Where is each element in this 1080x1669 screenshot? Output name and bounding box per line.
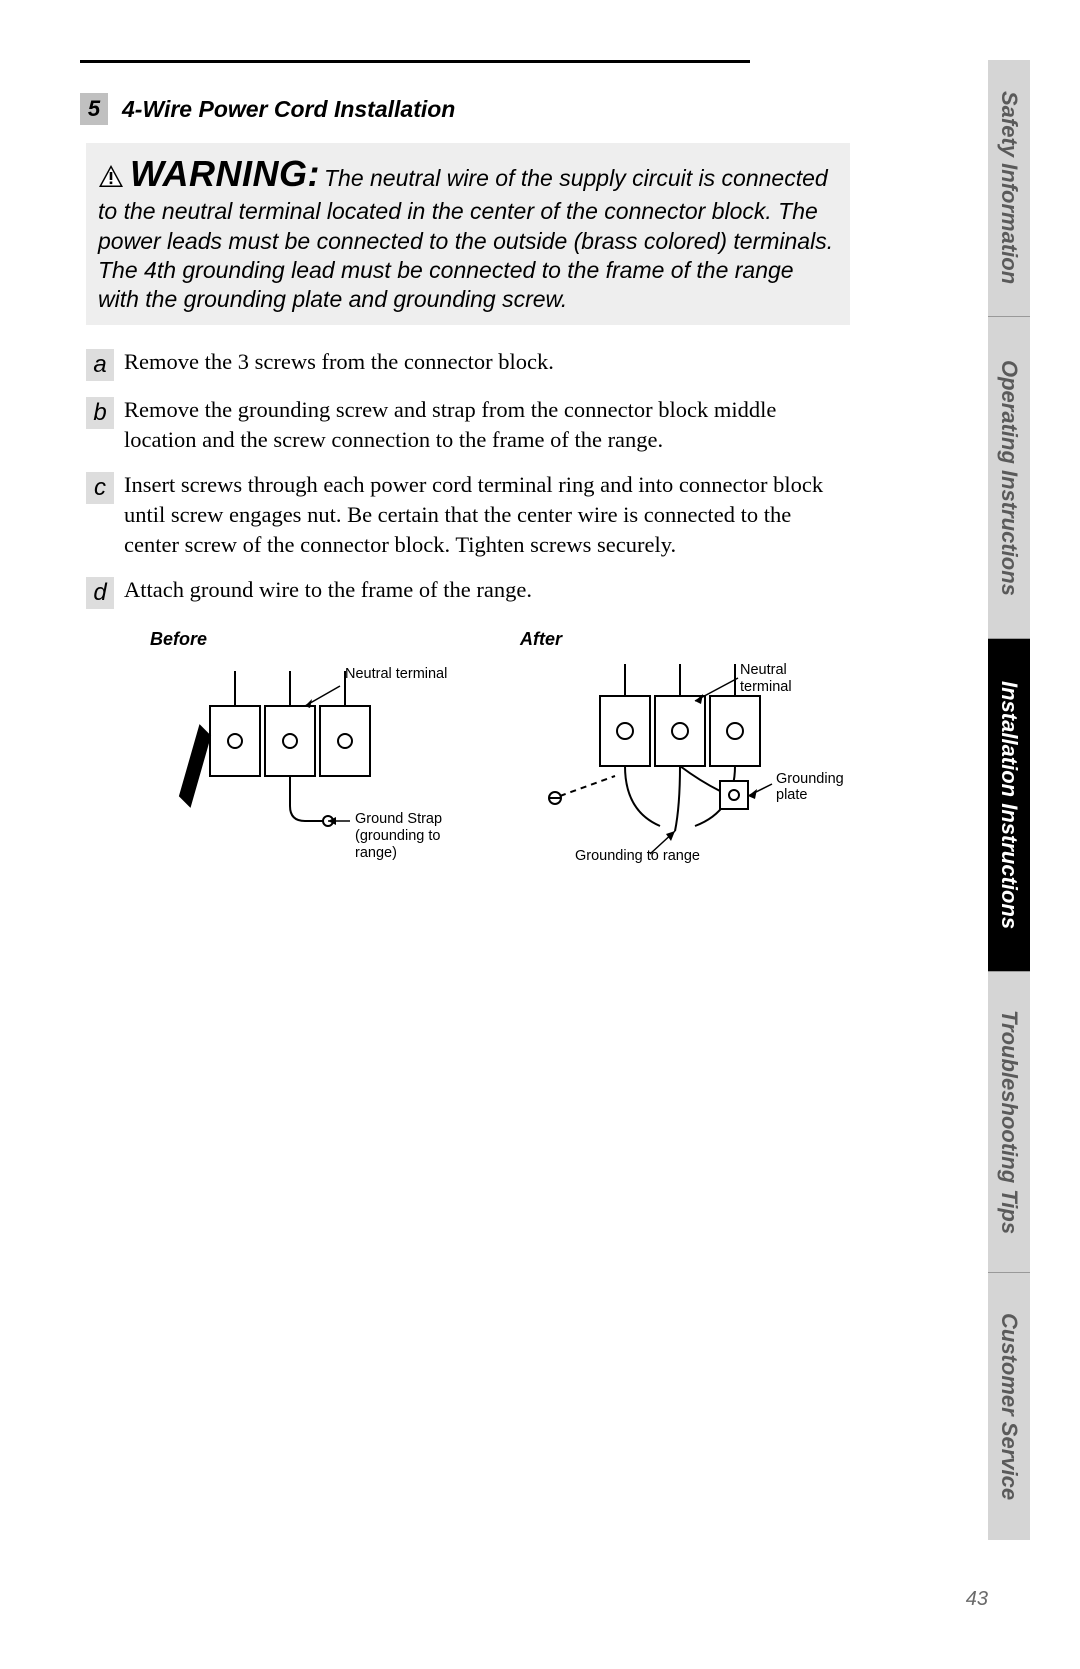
callout-neutral-after: Neutral terminal: [740, 662, 820, 697]
instruction-text: Remove the grounding screw and strap fro…: [124, 395, 850, 456]
instruction-row: d Attach ground wire to the frame of the…: [86, 575, 850, 609]
tab-operating[interactable]: Operating Instructions: [988, 316, 1030, 638]
instruction-text: Remove the 3 screws from the connector b…: [124, 347, 554, 377]
callout-neutral-before: Neutral terminal: [345, 666, 447, 683]
diagram-before: Before: [150, 629, 470, 836]
warning-label: WARNING:: [130, 153, 320, 194]
instruction-letter: c: [86, 472, 114, 504]
callout-plate2: plate: [776, 787, 807, 804]
tab-troubleshooting[interactable]: Troubleshooting Tips: [988, 971, 1030, 1272]
step-number: 5: [88, 96, 100, 122]
instruction-row: c Insert screws through each power cord …: [86, 470, 850, 561]
callout-plate1: Grounding: [776, 771, 844, 788]
instruction-letter: d: [86, 577, 114, 609]
diagram-after: After: [520, 629, 840, 836]
step-header: 5 4-Wire Power Cord Installation: [80, 93, 850, 125]
callout-strap1: Ground Strap: [355, 811, 442, 828]
diagram-before-image: Neutral terminal Ground Strap (grounding…: [150, 656, 450, 836]
tab-installation[interactable]: Installation Instructions: [988, 638, 1030, 971]
instruction-text: Attach ground wire to the frame of the r…: [124, 575, 532, 605]
instruction-row: a Remove the 3 screws from the connector…: [86, 347, 850, 381]
diagrams-row: Before: [150, 629, 850, 836]
instruction-letter: b: [86, 397, 114, 429]
instruction-row: b Remove the grounding screw and strap f…: [86, 395, 850, 456]
tab-safety[interactable]: Safety Information: [988, 60, 1030, 316]
warning-block: WARNING: The neutral wire of the supply …: [86, 143, 850, 325]
instruction-letter: a: [86, 349, 114, 381]
instruction-text: Insert screws through each power cord te…: [124, 470, 850, 561]
header-rule: [80, 60, 750, 63]
step-title: 4-Wire Power Cord Installation: [122, 96, 455, 123]
step-number-box: 5: [80, 93, 108, 125]
side-tabs: Safety Information Operating Instruction…: [988, 60, 1030, 1540]
tab-customer-service[interactable]: Customer Service: [988, 1272, 1030, 1540]
callout-strap2: (grounding to range): [355, 828, 450, 863]
page-number: 43: [966, 1588, 988, 1611]
warning-icon: [98, 164, 124, 194]
callout-ground-after: Grounding to range: [575, 848, 700, 865]
diagram-after-title: After: [520, 629, 840, 650]
diagram-before-title: Before: [150, 629, 470, 650]
page-content: 5 4-Wire Power Cord Installation WARNING…: [80, 60, 850, 836]
diagram-after-image: Neutral terminal Grounding plate Groundi…: [520, 656, 820, 836]
